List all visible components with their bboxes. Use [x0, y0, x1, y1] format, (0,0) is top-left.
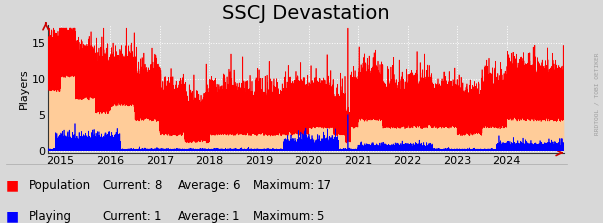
Text: Average:: Average:	[178, 179, 230, 192]
Text: Population: Population	[29, 179, 91, 192]
Text: 6: 6	[232, 179, 239, 192]
Text: 5: 5	[317, 210, 324, 223]
Text: Maximum:: Maximum:	[253, 210, 315, 223]
Text: Current:: Current:	[103, 210, 151, 223]
Text: RRDTOOL / TOBI OETIKER: RRDTOOL / TOBI OETIKER	[595, 52, 600, 135]
Text: Current:: Current:	[103, 179, 151, 192]
Title: SSCJ Devastation: SSCJ Devastation	[223, 4, 390, 23]
Text: 1: 1	[154, 210, 161, 223]
Text: 17: 17	[317, 179, 332, 192]
Y-axis label: Players: Players	[19, 68, 29, 109]
Text: Playing: Playing	[29, 210, 72, 223]
Text: ■: ■	[6, 178, 19, 192]
Text: 1: 1	[232, 210, 239, 223]
Text: Maximum:: Maximum:	[253, 179, 315, 192]
Text: 8: 8	[154, 179, 161, 192]
Text: Average:: Average:	[178, 210, 230, 223]
Text: ■: ■	[6, 209, 19, 223]
